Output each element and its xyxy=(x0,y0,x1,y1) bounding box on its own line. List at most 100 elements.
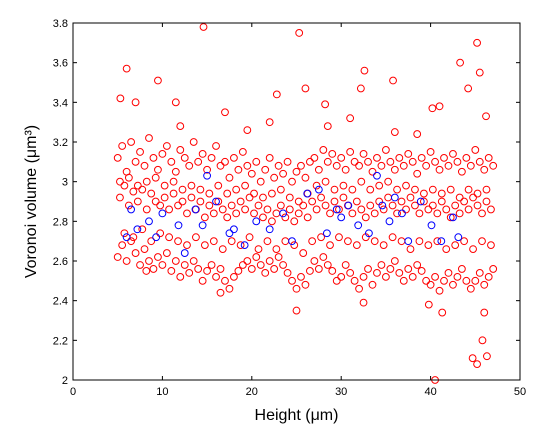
scatter-point xyxy=(254,245,263,254)
scatter-point xyxy=(240,241,249,250)
scatter-point xyxy=(323,122,332,131)
scatter-point xyxy=(428,201,437,210)
scatter-point xyxy=(411,201,419,210)
scatter-point xyxy=(484,153,493,162)
scatter-point xyxy=(140,161,149,170)
scatter-point xyxy=(212,197,220,206)
plot-frame xyxy=(72,22,521,381)
scatter-point xyxy=(285,205,294,214)
scatter-point xyxy=(489,265,498,273)
scatter-point xyxy=(355,161,363,170)
scatter-point xyxy=(133,197,142,206)
scatter-point xyxy=(482,112,490,121)
scatter-point xyxy=(156,201,165,210)
scatter-point xyxy=(379,205,388,214)
x-tick-label: 50 xyxy=(514,386,526,398)
scatter-point xyxy=(205,189,214,198)
scatter-point xyxy=(416,197,425,206)
scatter-point xyxy=(133,181,142,190)
scatter-point xyxy=(122,257,131,265)
scatter-point xyxy=(247,169,256,178)
scatter-point xyxy=(402,205,410,214)
scatter-point xyxy=(276,201,285,210)
scatter-point xyxy=(440,276,448,285)
scatter-point xyxy=(437,189,446,198)
scatter-point xyxy=(386,265,395,273)
scatter-point xyxy=(457,167,466,176)
scatter-point xyxy=(292,167,301,176)
scatter-point xyxy=(398,209,406,218)
scatter-point xyxy=(466,284,475,293)
scatter-point xyxy=(142,267,151,275)
scatter-point xyxy=(285,193,294,202)
scatter-point xyxy=(180,249,189,257)
scatter-point xyxy=(225,284,234,293)
scatter-point xyxy=(274,161,283,170)
scatter-point xyxy=(290,217,299,226)
scatter-point xyxy=(225,173,234,182)
scatter-point xyxy=(346,269,355,277)
scatter-point xyxy=(360,66,369,75)
scatter-point xyxy=(455,193,464,202)
scatter-point xyxy=(299,201,308,210)
scatter-point xyxy=(149,153,158,162)
scatter-point xyxy=(428,185,437,194)
scatter-point xyxy=(413,261,422,269)
scatter-point xyxy=(263,205,272,214)
scatter-point xyxy=(138,225,147,234)
scatter-point xyxy=(194,265,203,273)
scatter-point xyxy=(408,272,417,281)
scatter-point xyxy=(435,102,444,111)
scatter-point xyxy=(431,157,439,166)
y-tick-label: 2.6 xyxy=(53,256,68,268)
scatter-point xyxy=(399,276,408,285)
scatter-point xyxy=(433,237,442,246)
scatter-point xyxy=(171,257,180,265)
scatter-point xyxy=(460,197,469,206)
scatter-point xyxy=(462,276,471,285)
scatter-point xyxy=(207,153,216,162)
scatter-point xyxy=(419,189,428,198)
scatter-point xyxy=(306,157,314,166)
scatter-point xyxy=(196,197,205,206)
scatter-point xyxy=(378,201,387,210)
scatter-point xyxy=(426,280,435,289)
scatter-point xyxy=(234,165,243,174)
scatter-point xyxy=(149,265,158,273)
scatter-point xyxy=(265,153,274,162)
scatter-point xyxy=(290,241,299,250)
scatter-point xyxy=(230,153,238,162)
scatter-point xyxy=(442,205,451,214)
scatter-point xyxy=(230,225,238,234)
scatter-point xyxy=(317,233,325,242)
scatter-point xyxy=(438,308,447,317)
scatter-point xyxy=(216,288,225,297)
scatter-point xyxy=(158,261,167,269)
scatter-point xyxy=(390,193,399,202)
scatter-point xyxy=(176,122,185,131)
scatter-point xyxy=(364,265,372,273)
scatter-point xyxy=(431,272,439,281)
scatter-point xyxy=(154,165,162,174)
scatter-point xyxy=(230,272,238,281)
scatter-point xyxy=(131,98,140,107)
scatter-point xyxy=(328,267,337,275)
scatter-point xyxy=(310,153,319,162)
scatter-point xyxy=(399,161,408,170)
scatter-point xyxy=(194,157,203,166)
scatter-point xyxy=(127,205,136,214)
scatter-point xyxy=(415,237,424,246)
scatter-point xyxy=(433,209,442,218)
scatter-point xyxy=(411,185,419,194)
scatter-point xyxy=(478,237,486,246)
scatter-point xyxy=(223,189,232,198)
scatter-point xyxy=(187,181,196,190)
scatter-point xyxy=(162,142,171,150)
scatter-point xyxy=(183,209,191,218)
scatter-point xyxy=(129,187,138,196)
y-tick-label: 3.6 xyxy=(53,58,68,70)
scatter-point xyxy=(118,241,127,250)
scatter-point xyxy=(218,245,227,254)
scatter-point xyxy=(265,225,274,234)
